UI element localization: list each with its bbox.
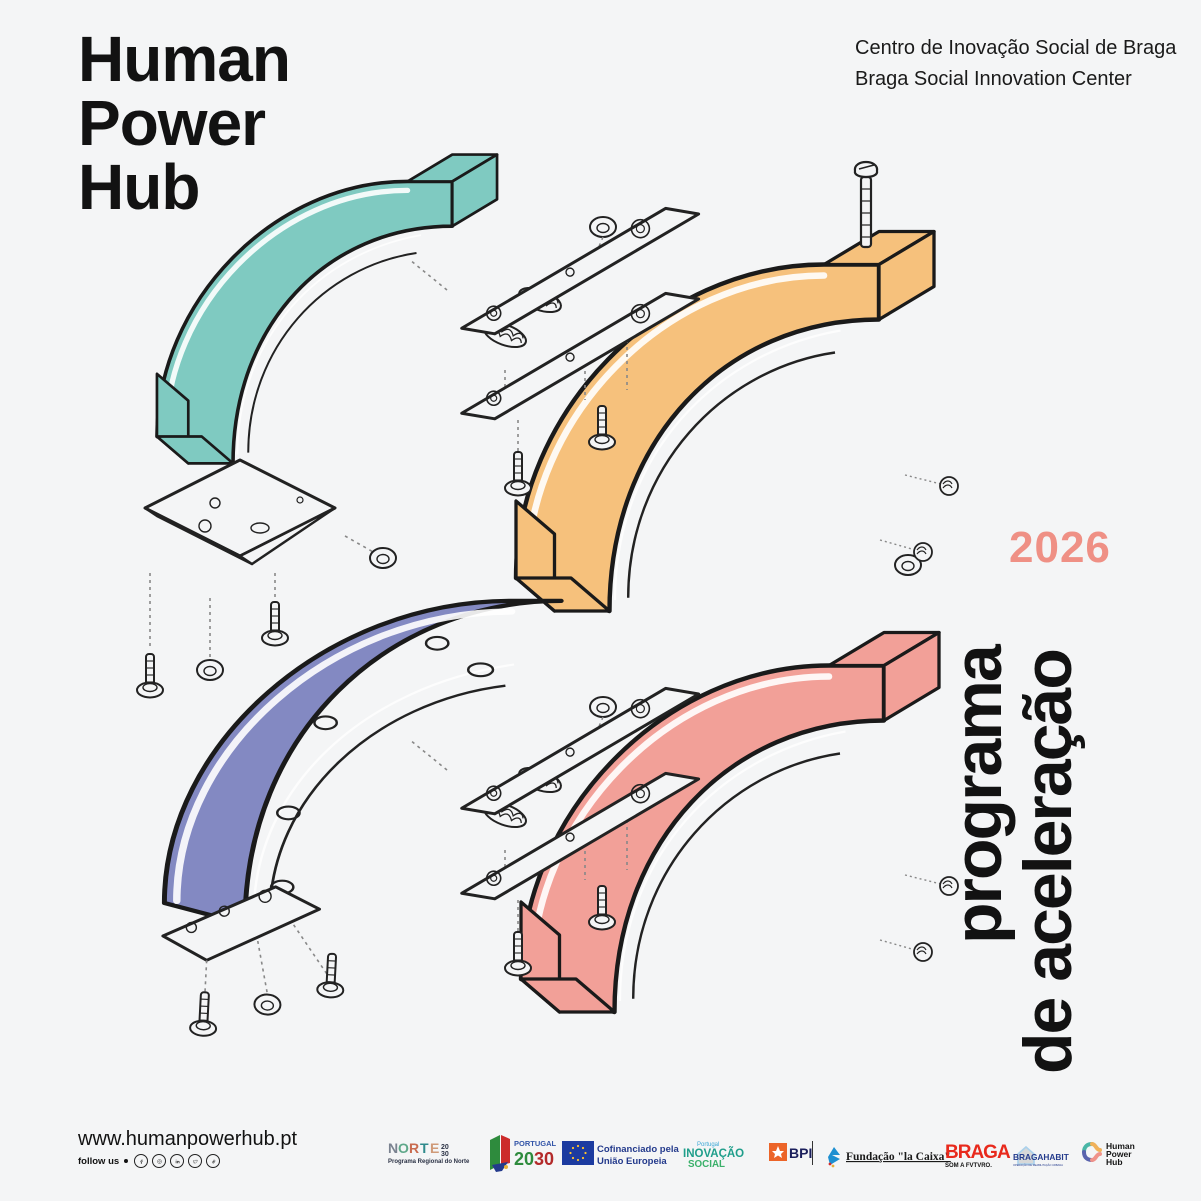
- svg-text:Programa Regional do Norte: Programa Regional do Norte: [388, 1159, 470, 1165]
- svg-text:Fundação "la Caixa": Fundação "la Caixa": [846, 1151, 951, 1163]
- svg-text:BPI: BPI: [789, 1145, 812, 1161]
- svg-text:R: R: [409, 1140, 419, 1156]
- svg-text:T: T: [420, 1140, 429, 1156]
- svg-text:Hub: Hub: [1106, 1157, 1123, 1167]
- svg-text:O: O: [398, 1140, 409, 1156]
- svg-text:2030: 2030: [514, 1149, 554, 1169]
- svg-text:SOM A FVTVRO.: SOM A FVTVRO.: [945, 1163, 992, 1169]
- svg-text:N: N: [388, 1140, 398, 1156]
- svg-text:E: E: [430, 1140, 439, 1156]
- svg-text:30: 30: [441, 1151, 449, 1158]
- svg-text:União Europeia: União Europeia: [597, 1156, 667, 1167]
- svg-text:PORTUGAL: PORTUGAL: [514, 1139, 557, 1148]
- svg-text:BRAGA: BRAGA: [945, 1142, 1011, 1163]
- svg-text:20: 20: [441, 1144, 449, 1151]
- svg-text:Cofinanciado pela: Cofinanciado pela: [597, 1144, 680, 1155]
- svg-text:BRAGAHABIT: BRAGAHABIT: [1013, 1152, 1069, 1162]
- svg-text:SOCIAL: SOCIAL: [688, 1159, 725, 1170]
